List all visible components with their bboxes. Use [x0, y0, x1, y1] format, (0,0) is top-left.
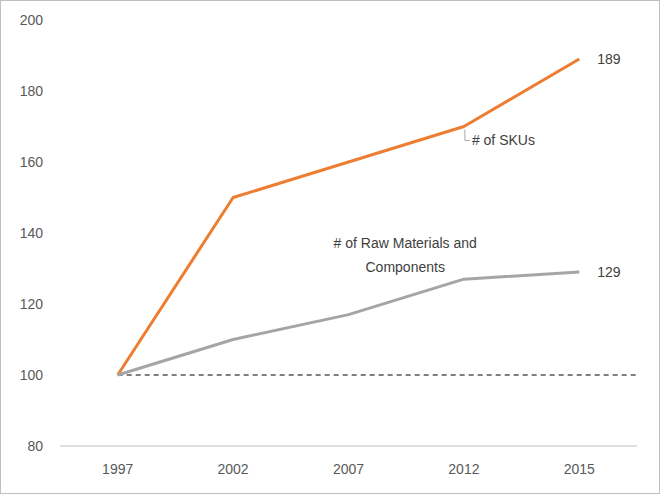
data-label: 189	[597, 51, 621, 67]
y-tick-label: 80	[27, 438, 43, 454]
y-tick-label: 140	[20, 225, 44, 241]
x-tick-label: 1997	[102, 461, 133, 477]
chart-container: 80 100 120 140 160 180 200 1997 2002 2007 2012 2015…	[0, 0, 660, 494]
x-tick-label: 2015	[564, 461, 595, 477]
reference-line	[118, 375, 637, 376]
series-line	[118, 272, 580, 375]
series-line	[118, 59, 580, 375]
y-tick-label: 160	[20, 154, 44, 170]
frame	[1, 1, 660, 494]
x-tick-label: 2007	[333, 461, 364, 477]
y-tick-label: 200	[20, 12, 44, 28]
series-label-line: # of Raw Materials and	[334, 235, 477, 251]
data-label: 129	[597, 264, 621, 280]
y-tick-label: 100	[20, 367, 44, 383]
series-label-line: Components	[366, 259, 445, 275]
x-axis-line	[60, 446, 637, 447]
y-tick-label: 180	[20, 83, 44, 99]
chart: 80 100 120 140 160 180 200 1997 2002 2007 2012 2015…	[0, 0, 660, 494]
x-tick-label: 2002	[218, 461, 249, 477]
series-label: # of SKUs	[472, 132, 535, 148]
label-leader	[465, 130, 470, 141]
x-tick-label: 2012	[448, 461, 479, 477]
plot-area	[118, 59, 637, 375]
series-label: # of Raw Materials and Components	[334, 235, 477, 275]
y-tick-label: 120	[20, 296, 44, 312]
